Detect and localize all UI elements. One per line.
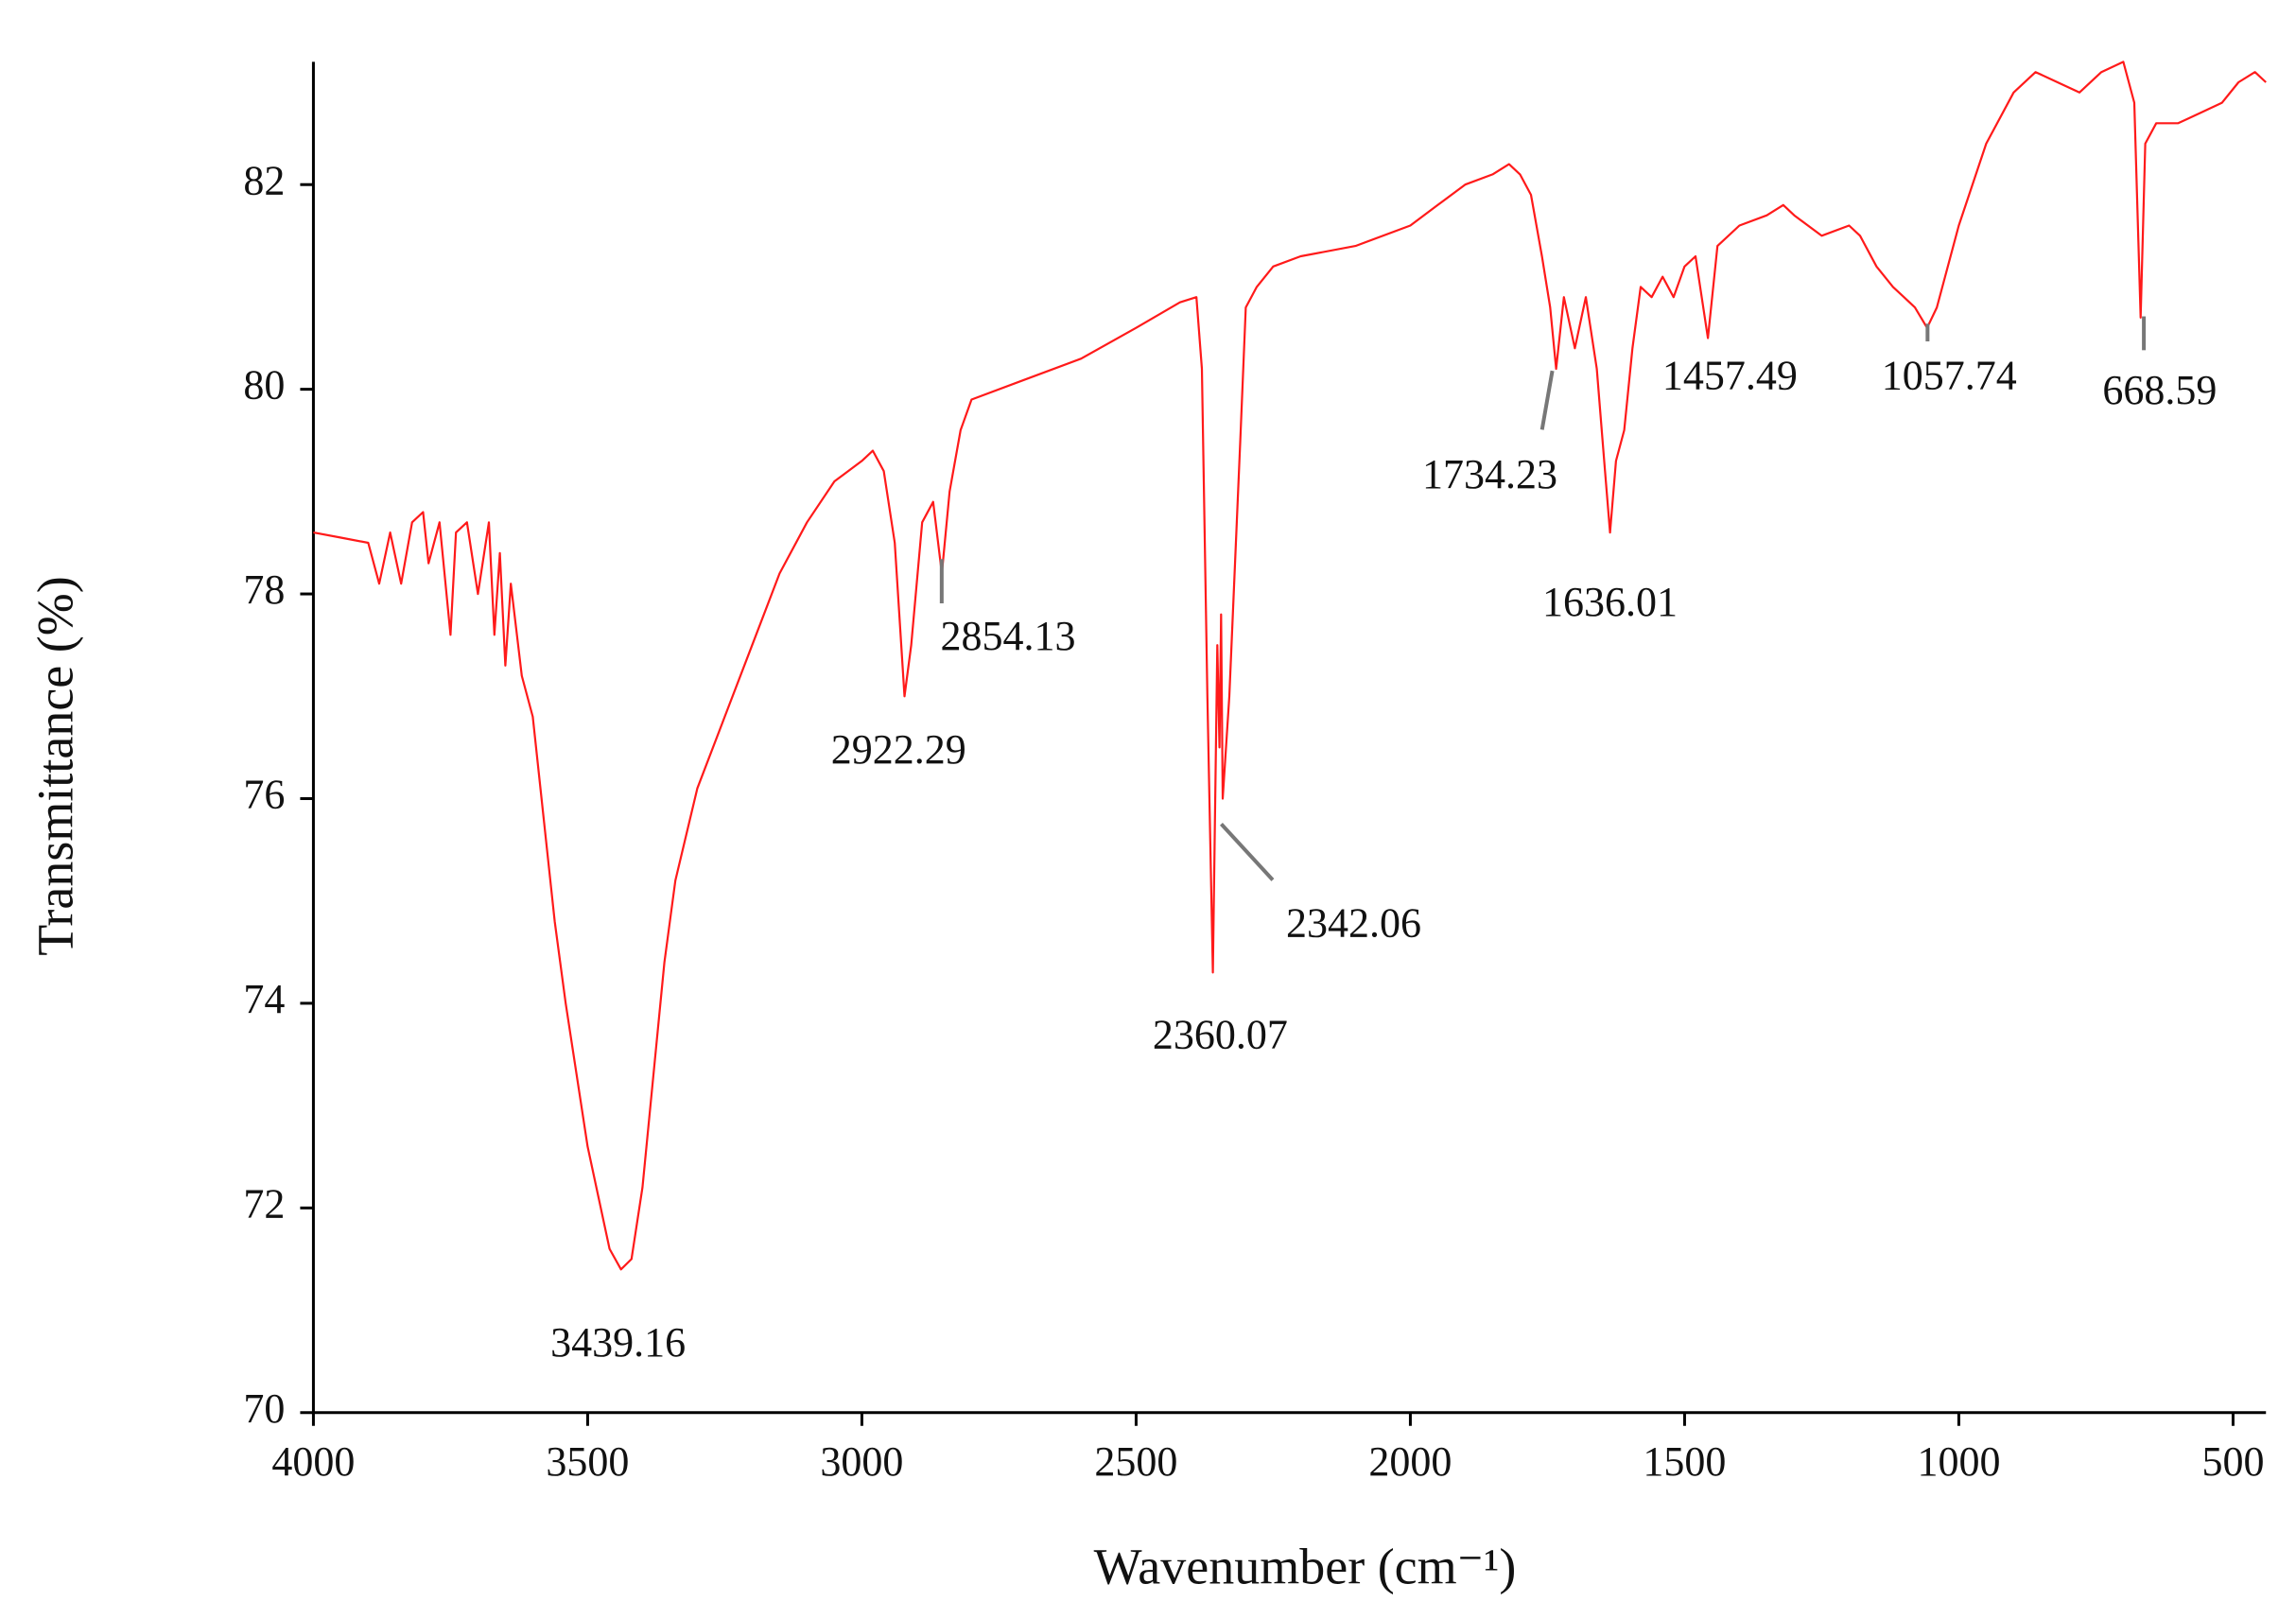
- peak-label: 1734.23: [1422, 451, 1557, 497]
- y-tick-label: 72: [243, 1180, 285, 1227]
- peak-label: 2854.13: [941, 613, 1076, 659]
- y-axis-title: Transmittance (%): [26, 576, 83, 955]
- y-tick-label: 78: [243, 566, 285, 613]
- peak-label: 1636.01: [1542, 579, 1678, 625]
- y-tick-label: 76: [243, 772, 285, 818]
- peak-label: 1457.49: [1662, 353, 1798, 399]
- x-tick-label: 3500: [546, 1438, 629, 1485]
- leader-line: [1539, 370, 1555, 430]
- x-tick-label: 4000: [271, 1438, 355, 1485]
- x-tick-label: 1000: [1917, 1438, 2000, 1485]
- y-tick-label: 70: [243, 1385, 285, 1432]
- y-tick-label: 80: [243, 362, 285, 409]
- peak-label: 2922.29: [831, 726, 966, 773]
- x-tick-label: 1500: [1643, 1438, 1726, 1485]
- peak-label: 2342.06: [1286, 899, 1421, 946]
- x-tick-label: 2000: [1368, 1438, 1452, 1485]
- peak-label: 1057.74: [1882, 353, 2017, 399]
- peak-label: 2360.07: [1153, 1012, 1288, 1058]
- spectrum-line: [313, 61, 2267, 1271]
- y-tick-label: 74: [243, 976, 285, 1022]
- peak-label: 3439.16: [550, 1319, 686, 1366]
- peak-label: 668.59: [2102, 367, 2217, 413]
- x-axis-title: Wavenumber (cm⁻¹): [1094, 1538, 1517, 1594]
- x-tick-label: 500: [2201, 1438, 2264, 1485]
- x-tick-label: 2500: [1094, 1438, 1177, 1485]
- leader-line: [1220, 823, 1275, 881]
- y-tick-label: 82: [243, 157, 285, 203]
- x-tick-label: 3000: [820, 1438, 903, 1485]
